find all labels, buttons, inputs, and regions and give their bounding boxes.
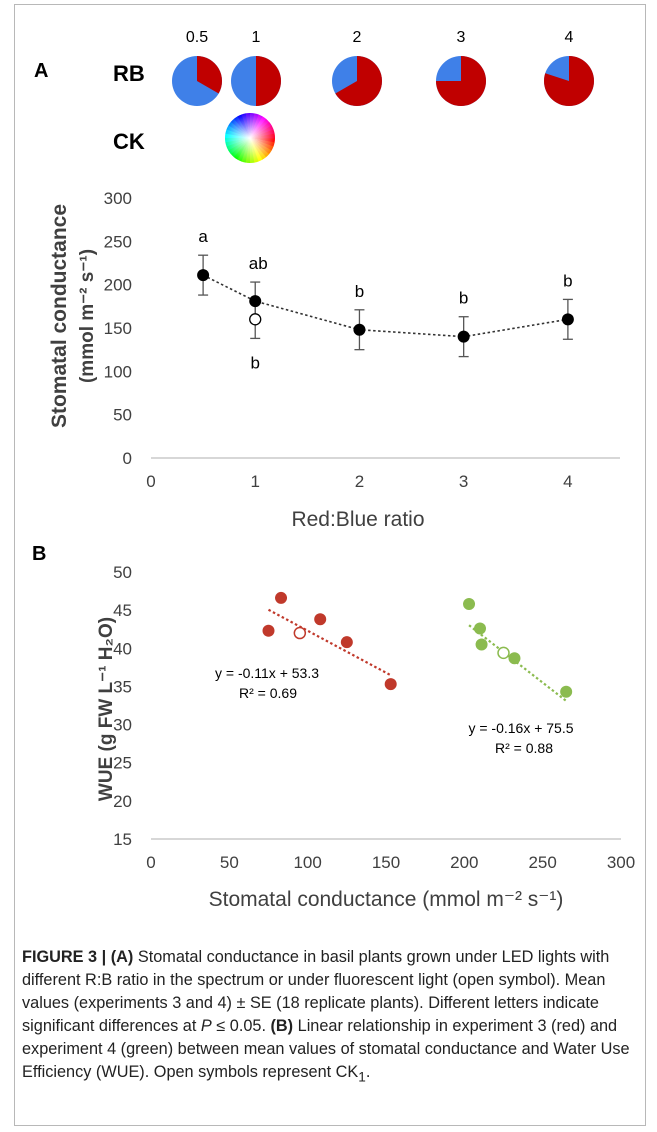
panel-a-significance-letter: ab	[249, 254, 268, 273]
caption-b-tag: (B)	[270, 1017, 294, 1035]
caption-figure-label: FIGURE 3 |	[22, 948, 111, 966]
panel-b-point-open	[497, 646, 510, 660]
pie-red-slice	[335, 56, 382, 106]
pie-0: 0.5	[172, 29, 222, 106]
pie-row-label-rb: RB	[113, 61, 145, 86]
panel-b-y-tick-label: 25	[113, 754, 132, 773]
pie-label: 0.5	[186, 29, 208, 46]
panel-a-plot: a ab b b b b	[197, 227, 574, 372]
panel-a-x-tick-label: 4	[563, 472, 572, 491]
panel-a-significance-letter: b	[563, 271, 572, 290]
pie-2: 2	[332, 29, 382, 106]
panel-a-ylabel-line1: Stomatal conductance	[48, 204, 71, 428]
panel-a-y-tick-label: 150	[104, 319, 132, 338]
panel-a-x-tick-label: 0	[146, 472, 155, 491]
figure-caption: FIGURE 3 | (A) Stomatal conductance in b…	[22, 946, 634, 1088]
panel-b-y-tick-label: 20	[113, 792, 132, 811]
panel-a-point	[197, 269, 210, 282]
panel-b-plot: y = -0.11x + 53.3 R² = 0.69 y = -0.16x + 7…	[215, 591, 574, 756]
panel-a-y-tick-label: 0	[123, 449, 132, 468]
caption-b-subscript: 1	[358, 1069, 366, 1085]
ck-color-wheel	[225, 113, 275, 163]
panel-a-significance-letter: b	[250, 353, 259, 372]
caption-p-text: ≤ 0.05.	[211, 1017, 271, 1035]
panel-b-r-squared: R² = 0.88	[495, 740, 553, 756]
pie-4: 4	[544, 29, 595, 106]
pie-red-slice	[256, 56, 281, 106]
panel-a-point	[561, 313, 574, 326]
panel-b-y-tick-label: 45	[113, 601, 132, 620]
caption-b-text: Linear relationship in experiment 3 (red…	[22, 1017, 630, 1081]
panel-b-point	[275, 591, 288, 604]
panel-b-r-squared: R² = 0.69	[239, 685, 297, 701]
pie-label: 2	[353, 29, 362, 46]
panel-b-x-tick-label: 150	[372, 853, 400, 872]
caption-b-end: .	[365, 1063, 371, 1081]
panel-b-y-tick-label: 15	[113, 830, 132, 849]
panel-b-equation: y = -0.16x + 75.5	[468, 720, 573, 736]
panel-a-y-tick-label: 100	[104, 362, 132, 381]
panel-a-significance-letter: a	[198, 227, 208, 246]
pie-label: 3	[457, 29, 466, 46]
pie-red-slice	[544, 56, 595, 106]
panel-a-point-open	[249, 313, 262, 326]
pie-red-slice	[436, 56, 486, 106]
panel-a-axes: 0 50 100 150 200 250 300 0 1 2 3 4	[104, 189, 620, 491]
panel-a-significance-letter: b	[355, 282, 364, 301]
panel-b-x-tick-label: 250	[528, 853, 556, 872]
panel-b-x-tick-label: 300	[607, 853, 635, 872]
panel-a-y-tick-label: 200	[104, 276, 132, 295]
panel-a-label: A	[34, 60, 48, 82]
panel-a-y-tick-label: 250	[104, 232, 132, 251]
panel-b-equation: y = -0.11x + 53.3	[215, 665, 319, 681]
panel-b-x-tick-label: 50	[220, 853, 239, 872]
panel-a-point	[353, 323, 366, 336]
panel-a-x-tick-label: 2	[355, 472, 364, 491]
pie-1: 1	[231, 29, 281, 106]
panel-a-y-tick-label: 50	[113, 406, 132, 425]
wheel-center-fade	[225, 113, 275, 163]
pie-label: 1	[252, 29, 261, 46]
panel-b-y-tick-label: 40	[113, 639, 132, 658]
pie-label: 4	[565, 29, 574, 46]
panel-a-point	[249, 295, 262, 308]
panel-a-y-tick-label: 300	[104, 189, 132, 208]
pie-3: 3	[436, 29, 486, 106]
pie-red-slice	[197, 56, 222, 94]
panel-b-point	[560, 685, 573, 698]
figure-frame	[14, 4, 646, 1126]
panel-b-y-tick-label: 50	[113, 563, 132, 582]
panel-b-y-tick-label: 30	[113, 716, 132, 735]
panel-b-point	[262, 624, 275, 637]
panel-a-significance-letter: b	[459, 289, 468, 308]
panel-b-x-tick-label: 0	[146, 853, 155, 872]
panel-b-point	[474, 622, 486, 635]
panel-b-point	[475, 638, 488, 651]
panel-b-trendline	[267, 608, 392, 677]
caption-a-text: Stomatal conductance in basil plants gro…	[22, 948, 610, 1035]
panel-a-x-tick-label: 3	[459, 472, 468, 491]
panel-b-point	[340, 636, 353, 649]
caption-a-tag: (A)	[110, 948, 134, 966]
panel-a-x-tick-label: 1	[250, 472, 259, 491]
panel-b-y-tick-label: 35	[113, 677, 132, 696]
panel-b-point	[463, 598, 476, 611]
panel-b-point	[384, 678, 397, 691]
panel-b-xlabel: Stomatal conductance (mmol m⁻² s⁻¹)	[209, 888, 564, 911]
panel-b-x-tick-label: 100	[293, 853, 321, 872]
panel-b-x-tick-label: 200	[450, 853, 478, 872]
panel-a-ylabel-line2: (mmol m⁻² s⁻¹)	[77, 249, 98, 383]
spectrum-pies: 0.5 1 2 3 4	[172, 29, 595, 106]
panel-b-point	[314, 613, 327, 626]
panel-b-label: B	[32, 543, 46, 565]
pie-row-label-ck: CK	[113, 129, 145, 154]
panel-b-point	[508, 652, 521, 665]
panel-b-ylabel: WUE (g FW L⁻¹ H₂O)	[96, 617, 117, 801]
panel-a-xlabel: Red:Blue ratio	[291, 508, 424, 531]
panel-b-point-open	[293, 626, 307, 640]
panel-b-axes: 15 20 25 30 35 40 45 50 0 50 100 150 200 250 300	[113, 563, 635, 872]
caption-p-variable: P	[200, 1017, 212, 1035]
panel-a-point	[457, 330, 470, 343]
